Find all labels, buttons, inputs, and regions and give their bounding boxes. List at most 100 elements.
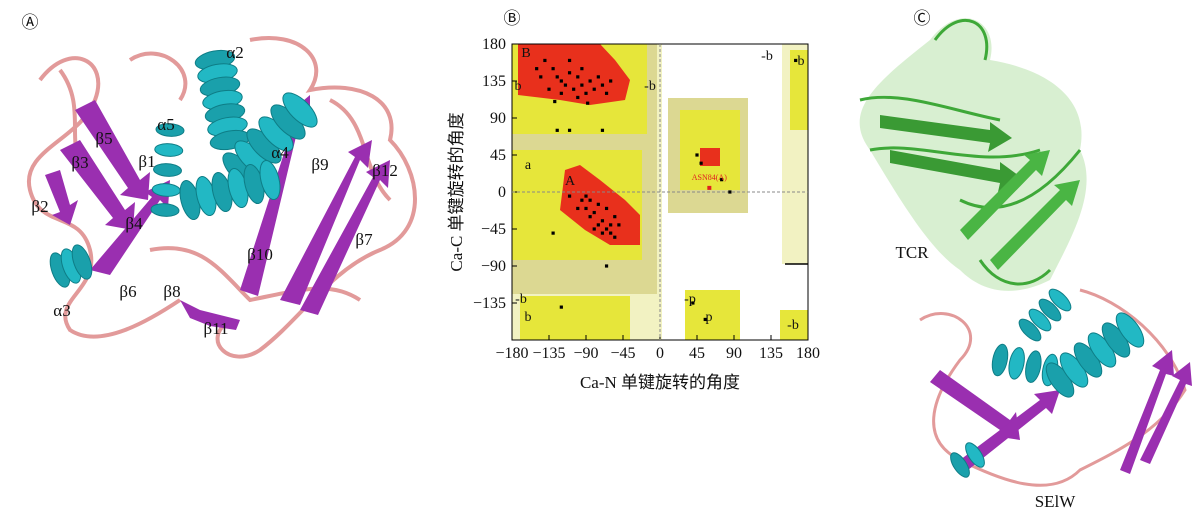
element-label: β1	[138, 152, 155, 171]
element-label: α3	[53, 301, 70, 320]
helix-turn	[990, 343, 1010, 377]
point	[586, 102, 589, 105]
point	[584, 207, 587, 210]
point	[691, 301, 694, 304]
x-tick-label: −180	[495, 345, 528, 362]
region-label: -b	[787, 318, 799, 333]
element-label: β10	[247, 245, 273, 264]
point	[572, 88, 575, 91]
element-label: β3	[71, 153, 88, 172]
helix-turn	[154, 143, 183, 157]
tcr-label: TCR	[895, 243, 929, 262]
panel-label: Ⓑ	[504, 9, 521, 28]
point	[589, 79, 592, 82]
point	[580, 67, 583, 70]
point	[617, 223, 620, 226]
selw-label: SElW	[1035, 492, 1077, 511]
point	[794, 59, 797, 62]
y-tick-label: 135	[482, 73, 506, 90]
point	[593, 211, 596, 214]
point	[580, 84, 583, 87]
highlight-point	[707, 186, 711, 190]
x-tick-label: 0	[656, 345, 664, 362]
point	[601, 84, 604, 87]
y-tick-label: 180	[482, 36, 506, 53]
element-label: β4	[125, 214, 143, 233]
x-tick-label: −90	[573, 345, 598, 362]
x-tick-label: 180	[796, 345, 820, 362]
x-tick-label: 135	[759, 345, 783, 362]
y-axis-label: Ca-C 单键旋转的角度	[447, 112, 466, 271]
point	[576, 75, 579, 78]
region-label: p	[706, 310, 713, 325]
region-core	[520, 296, 630, 340]
point	[589, 199, 592, 202]
point	[609, 223, 612, 226]
point	[613, 215, 616, 218]
region-label: a	[525, 158, 532, 173]
panel-label: Ⓒ	[914, 9, 931, 28]
region-label: B	[521, 46, 530, 61]
point	[593, 88, 596, 91]
element-label: β12	[372, 161, 398, 180]
x-tick-label: 45	[689, 345, 705, 362]
point	[609, 79, 612, 82]
point	[556, 129, 559, 132]
point	[547, 88, 550, 91]
point	[535, 67, 538, 70]
point	[552, 67, 555, 70]
element-label: α4	[271, 143, 289, 162]
point	[601, 219, 604, 222]
point	[589, 215, 592, 218]
panel-label: Ⓐ	[22, 13, 39, 32]
region-favoured	[700, 148, 720, 166]
element-label: β2	[31, 197, 48, 216]
point	[593, 227, 596, 230]
y-tick-label: −135	[473, 295, 506, 312]
protein-c-tcr	[860, 18, 1087, 291]
point	[576, 207, 579, 210]
x-tick-label: 90	[726, 345, 742, 362]
element-label: β11	[203, 319, 228, 338]
element-label: α5	[157, 115, 174, 134]
x-tick-label: −45	[610, 345, 635, 362]
region-label: -b	[515, 292, 527, 307]
helix-turn	[151, 203, 180, 217]
point	[601, 232, 604, 235]
element-label: α2	[226, 43, 243, 62]
point	[560, 306, 563, 309]
point	[568, 129, 571, 132]
point	[584, 92, 587, 95]
x-tick-label: −135	[532, 345, 565, 362]
highlight-label: ASN84(A)	[692, 173, 727, 182]
region-label: -b	[761, 49, 773, 64]
point	[613, 236, 616, 239]
helix-turn	[1023, 350, 1043, 384]
point	[564, 84, 567, 87]
point	[728, 190, 731, 193]
element-label: β5	[95, 129, 112, 148]
y-tick-label: 0	[498, 184, 506, 201]
point	[560, 92, 563, 95]
point	[597, 203, 600, 206]
region-label: b	[798, 54, 805, 69]
region-label: b	[515, 79, 522, 94]
point	[597, 75, 600, 78]
point	[605, 227, 608, 230]
point	[700, 162, 703, 165]
region-label: b	[525, 310, 532, 325]
point	[609, 232, 612, 235]
y-tick-label: −90	[481, 258, 506, 275]
y-tick-label: 45	[490, 147, 506, 164]
figure: −180−135−90−4504590135180−135−90−4504590…	[0, 0, 1196, 514]
point	[704, 318, 707, 321]
point	[568, 71, 571, 74]
point	[560, 79, 563, 82]
y-tick-label: 90	[490, 110, 506, 127]
point	[568, 59, 571, 62]
point	[539, 75, 542, 78]
point	[576, 96, 579, 99]
region-label: A	[565, 174, 576, 189]
region-label: -p	[684, 292, 696, 307]
point	[552, 232, 555, 235]
